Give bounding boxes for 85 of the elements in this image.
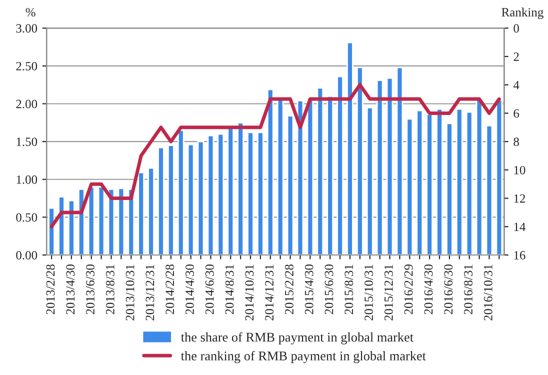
bar [237, 122, 244, 255]
bar [356, 66, 364, 255]
x-tick-label: 2014/6/30 [205, 264, 214, 314]
bar [286, 115, 294, 255]
x-tick-label: 2013/2/28 [46, 264, 55, 314]
line-series [50, 83, 501, 228]
x-tick-label: 2014/10/31 [245, 264, 254, 320]
x-tick-label: 2014/2/28 [166, 264, 174, 314]
bar [476, 98, 483, 255]
y2-tick-label: 2 [514, 52, 519, 61]
bar [187, 144, 194, 255]
bar [227, 127, 234, 255]
y-tick-label: 1.00 [16, 175, 38, 184]
bar [396, 66, 404, 255]
bar [148, 167, 154, 255]
bar [207, 134, 214, 255]
x-tick-label: 2014/12/31 [265, 264, 274, 320]
bar [426, 114, 433, 255]
y2-tick-label: 14 [514, 222, 526, 231]
legend-label: the share of RMB payment in global market [180, 332, 414, 344]
y2-tick-label: 16 [514, 251, 526, 260]
y-tick-label: 0.50 [16, 213, 38, 222]
y-tick-label: 2.00 [16, 100, 38, 108]
bar [177, 130, 184, 255]
bar [486, 124, 493, 255]
y-tick-label: 0.00 [16, 251, 38, 260]
bar [436, 108, 443, 255]
x-tick-label: 2016/6/30 [444, 264, 453, 314]
bar [456, 108, 463, 255]
y-tick-label: 1.50 [16, 138, 38, 146]
bar [386, 77, 394, 255]
x-tick-label: 2016/8/31 [464, 264, 472, 314]
x-tick-label: 2013/10/31 [126, 264, 134, 320]
bar [167, 144, 174, 255]
bar [366, 106, 374, 255]
bar [326, 95, 334, 255]
y-tick-label: 2.50 [16, 62, 38, 70]
y2-tick-label: 6 [514, 109, 520, 118]
bar [247, 132, 254, 255]
bar [158, 146, 164, 255]
x-tick-label: 2015/12/31 [384, 264, 393, 320]
bar [306, 97, 314, 255]
bar [446, 122, 453, 255]
y2-tick-label: 4 [513, 80, 520, 90]
bar [406, 118, 414, 255]
bar [257, 132, 264, 255]
bar [316, 87, 324, 255]
x-tick-label: 2013/8/31 [106, 264, 114, 314]
bar [88, 186, 95, 255]
x-tick-label: 2013/6/30 [86, 264, 94, 314]
x-tick-label: 2016/2/29 [404, 264, 413, 314]
y-axis-title: % [26, 8, 36, 17]
y-tick-label: 3.00 [16, 24, 38, 33]
bar [496, 99, 503, 255]
bar [416, 110, 424, 255]
y2-tick-label: 8 [514, 138, 519, 146]
x-tick-label: 2015/8/31 [344, 264, 354, 314]
bar [346, 42, 354, 255]
y2-tick-label: 10 [514, 166, 526, 174]
x-tick-label: 2015/10/31 [364, 264, 373, 320]
x-tick-label: 2016/4/30 [424, 264, 433, 314]
x-tick-label: 2015/2/28 [284, 264, 294, 314]
y2-axis-title: Ranking [502, 8, 544, 20]
x-tick-label: 2015/4/30 [304, 264, 314, 314]
legend-label: the ranking of RMB payment in global market [180, 350, 426, 364]
bar [266, 88, 274, 255]
bar [98, 186, 105, 255]
y2-tick-label: 12 [514, 194, 525, 203]
x-tick-label: 2014/8/31 [225, 264, 234, 314]
x-tick-label: 2015/6/30 [324, 264, 334, 314]
x-tick-label: 2016/10/31 [484, 264, 492, 320]
x-tick-label: 2014/4/30 [186, 264, 194, 314]
bar [336, 76, 344, 255]
bar [68, 200, 75, 255]
bar [138, 172, 145, 255]
bar [48, 207, 55, 255]
x-tick-label: 2013/4/30 [66, 264, 75, 314]
x-tick-label: 2013/12/31 [146, 264, 154, 320]
bar [217, 133, 224, 255]
bar [197, 140, 204, 255]
bar [78, 188, 85, 255]
bar [58, 196, 65, 255]
bar [376, 80, 384, 255]
bar [466, 111, 473, 255]
y2-tick-label: 0 [514, 24, 519, 33]
